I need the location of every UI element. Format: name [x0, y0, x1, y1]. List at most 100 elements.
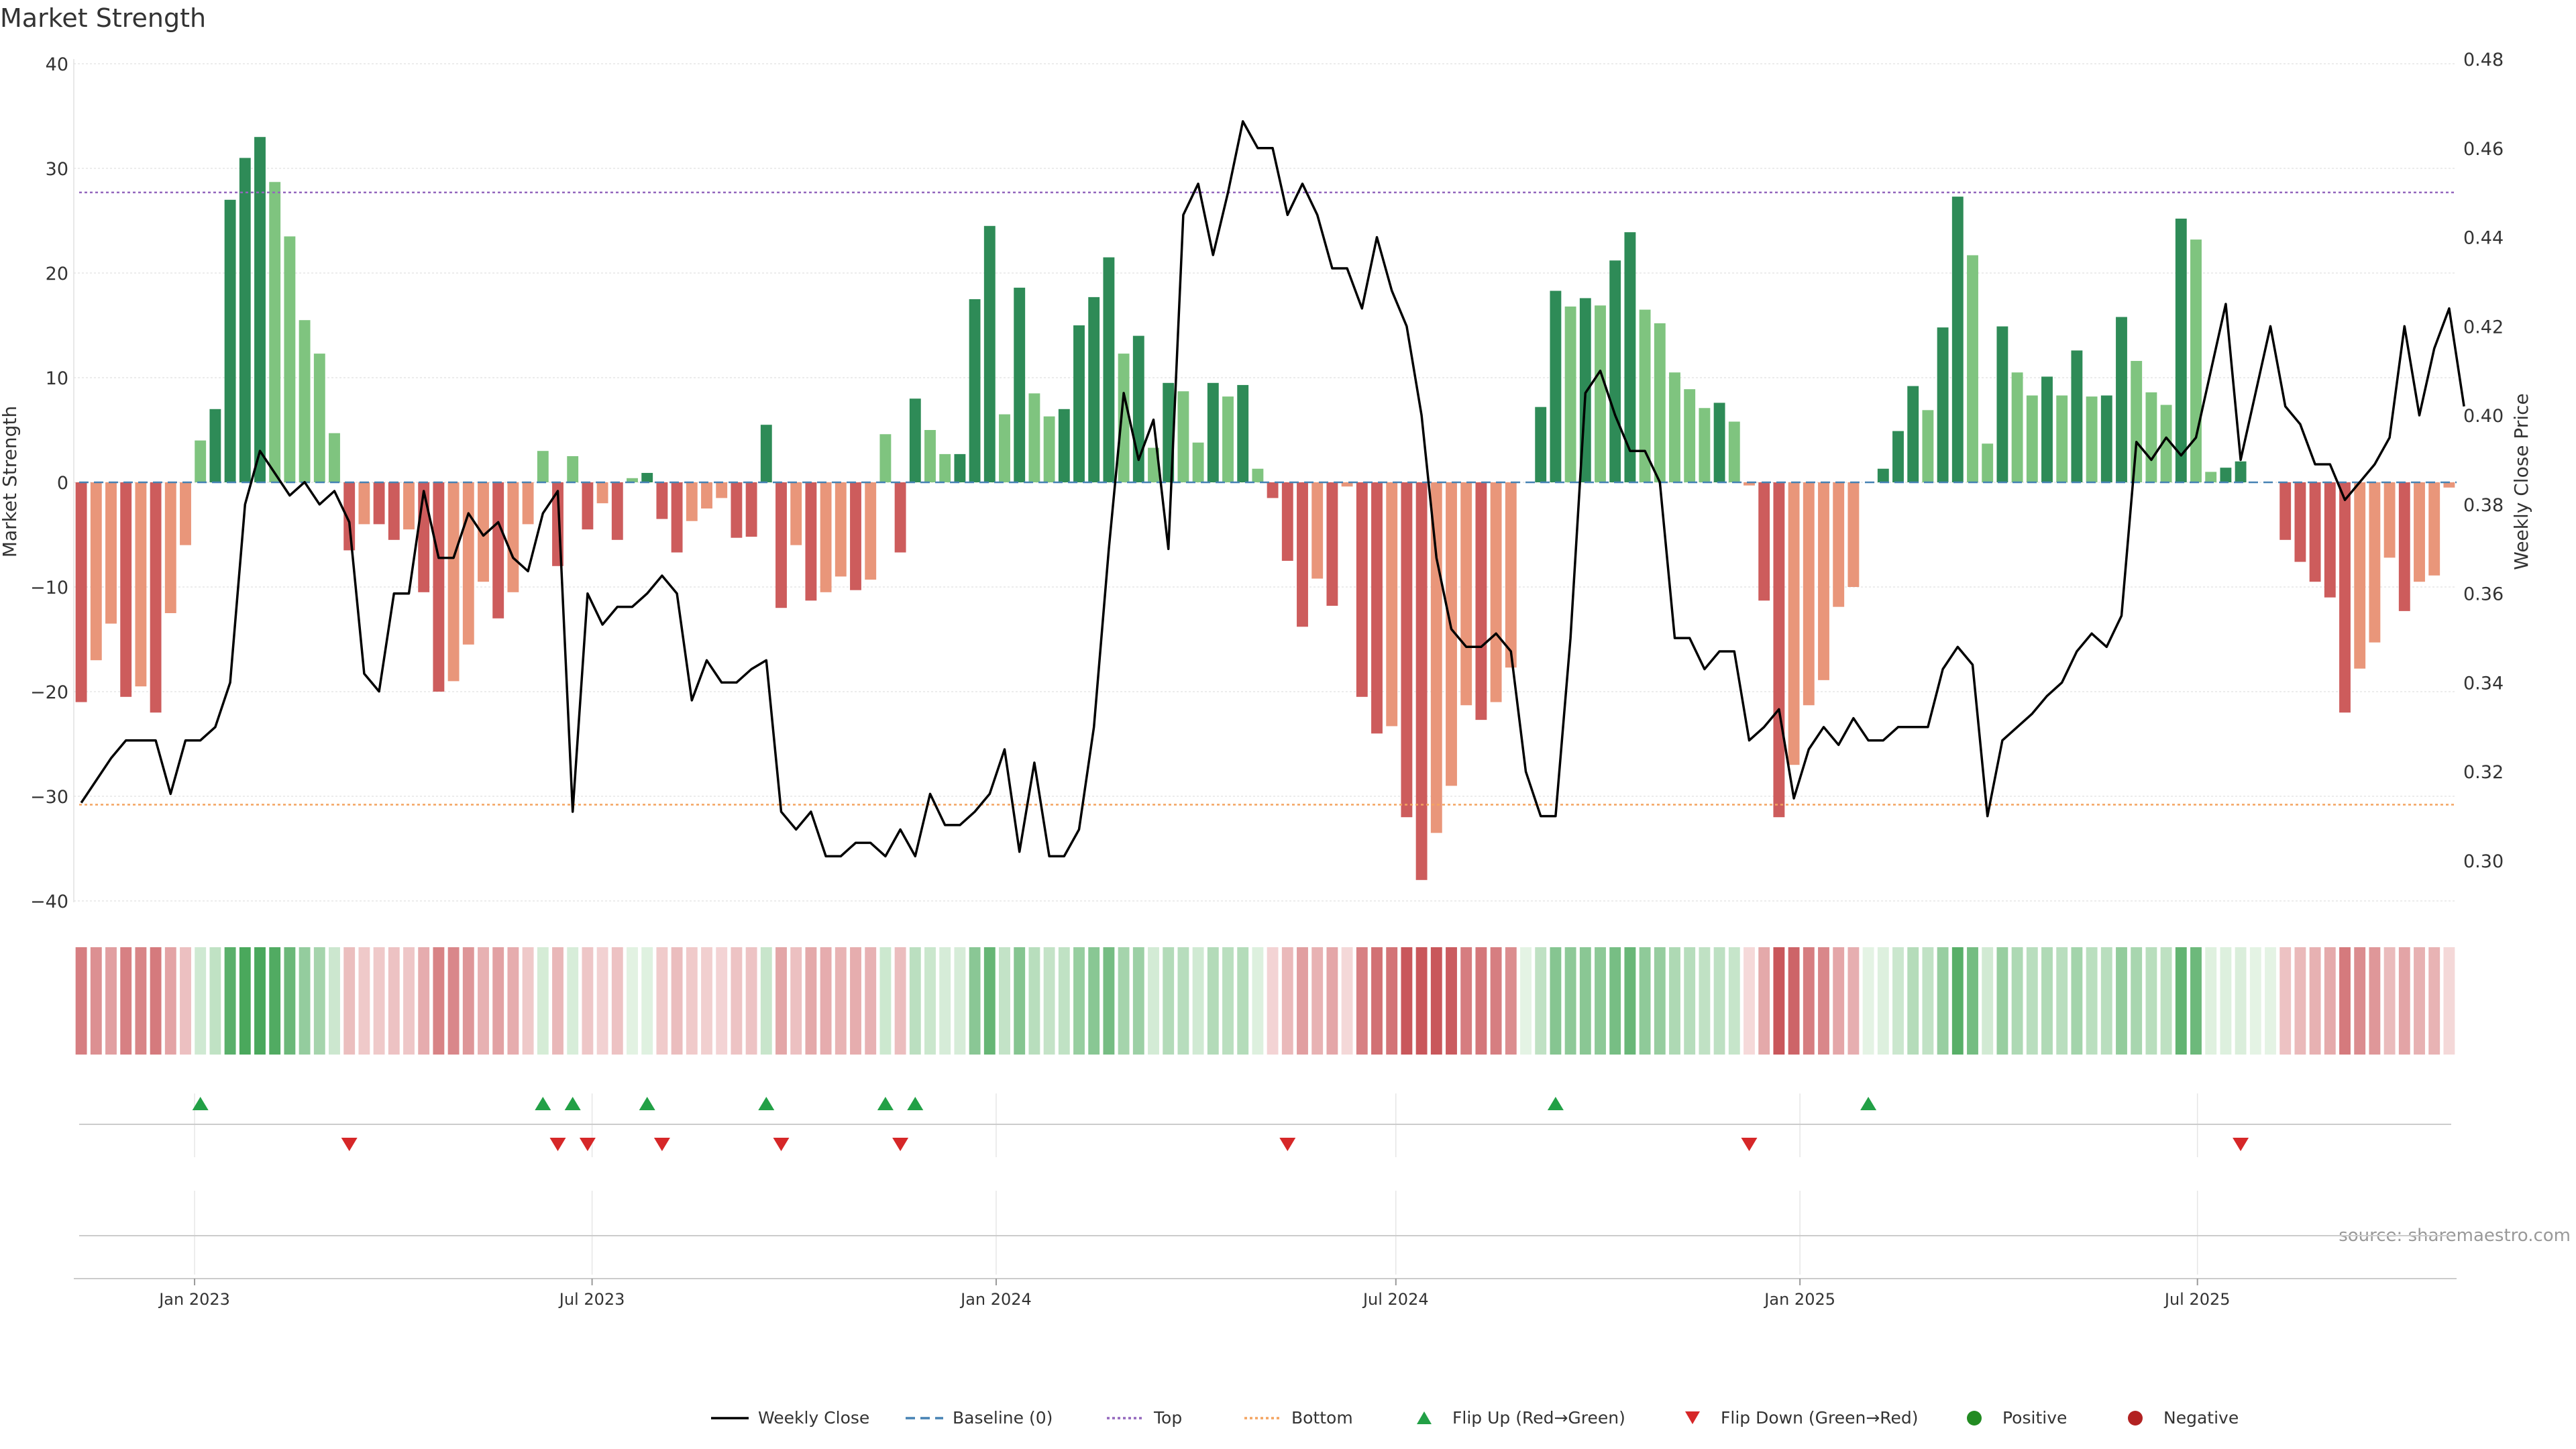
heat-cell — [105, 947, 117, 1055]
heat-cell — [2443, 947, 2455, 1055]
strength-bar — [954, 453, 966, 482]
heat-cell — [2383, 947, 2396, 1055]
heat-cell — [313, 947, 325, 1055]
strength-bar — [2116, 317, 2127, 482]
strength-bar — [1341, 482, 1353, 487]
heat-cell — [1356, 947, 1368, 1055]
strength-bar — [1967, 255, 1978, 482]
heat-cell — [552, 947, 564, 1055]
flip-down-marker — [341, 1138, 358, 1151]
strength-bar — [2369, 482, 2381, 643]
flip-up-marker — [192, 1097, 209, 1110]
heat-cell — [1028, 947, 1040, 1055]
heat-cell — [790, 947, 802, 1055]
y-tick-label: −10 — [30, 578, 68, 598]
strength-bar — [1669, 372, 1680, 482]
heat-cell — [1922, 947, 1934, 1055]
heat-cell — [1460, 947, 1472, 1055]
heat-cell — [2056, 947, 2068, 1055]
chart-title: Market Strength — [0, 3, 206, 33]
strength-bar — [1028, 393, 1040, 482]
strength-bar — [999, 414, 1010, 482]
strength-bar — [701, 482, 712, 508]
strength-bar — [1818, 482, 1829, 680]
strength-bar — [1847, 482, 1860, 587]
strength-bar — [656, 482, 668, 519]
heat-cell — [1550, 947, 1562, 1055]
heat-cell — [507, 947, 519, 1055]
legend: Weekly Close Baseline (0) Top Bottom Flip Up… — [711, 1408, 2239, 1428]
heat-cell — [2071, 947, 2083, 1055]
flip-down-marker — [2233, 1138, 2249, 1151]
heat-cell — [1281, 947, 1293, 1055]
heat-cell — [760, 947, 772, 1055]
heat-cell — [1341, 947, 1353, 1055]
heat-cell — [478, 947, 489, 1055]
heat-cell — [1014, 947, 1026, 1055]
heat-cell — [983, 947, 996, 1055]
heat-cell — [1148, 947, 1159, 1055]
heat-cell — [75, 947, 87, 1055]
heat-cell — [1326, 947, 1338, 1055]
heat-cell — [1297, 947, 1308, 1055]
strength-bar — [1088, 297, 1100, 482]
strength-bar — [611, 482, 623, 540]
strength-bar — [1446, 482, 1457, 786]
legend-item: Flip Down (Green→Red) — [1685, 1408, 1919, 1428]
flip-up-marker — [877, 1097, 894, 1110]
heat-cell — [1177, 947, 1189, 1055]
strength-bar — [522, 482, 534, 525]
strength-bar — [2160, 405, 2172, 482]
heat-cell — [1237, 947, 1249, 1055]
heat-cell — [284, 947, 296, 1055]
strength-bar — [2414, 482, 2425, 582]
strength-bar — [1043, 416, 1055, 482]
x-tick-label: Jul 2023 — [558, 1290, 625, 1309]
strength-bar — [2443, 482, 2455, 488]
heat-cell — [135, 947, 147, 1055]
heat-cell — [358, 947, 370, 1055]
strength-bar — [894, 482, 906, 553]
heat-cell — [954, 947, 966, 1055]
y-ticks: −40 −30 −20 −10 0 10 20 30 40 — [30, 54, 68, 912]
heat-cell — [1490, 947, 1502, 1055]
strength-bar — [2309, 482, 2321, 582]
y2-tick-label: 0.46 — [2463, 139, 2504, 160]
strength-bar — [731, 482, 743, 538]
strength-bar — [686, 482, 698, 521]
strength-bar — [2175, 218, 2187, 482]
heat-cell — [150, 947, 162, 1055]
heat-cell — [1252, 947, 1264, 1055]
y2-tick-label: 0.30 — [2463, 851, 2504, 872]
strength-bar — [2145, 392, 2157, 482]
y2-tick-label: 0.44 — [2463, 228, 2504, 249]
strength-bar — [671, 482, 683, 553]
strength-bar — [879, 434, 892, 482]
heat-cell — [1847, 947, 1860, 1055]
strength-bar — [2294, 482, 2306, 562]
strength-bar — [582, 482, 594, 530]
heat-cell — [433, 947, 445, 1055]
strength-bar — [1267, 482, 1279, 498]
strength-bar — [850, 482, 861, 590]
heat-cell — [1982, 947, 1994, 1055]
heat-cell — [1564, 947, 1576, 1055]
y2-tick-label: 0.42 — [2463, 317, 2504, 337]
strength-bar — [1951, 197, 1964, 482]
y2-tick-label: 0.36 — [2463, 584, 2504, 605]
heat-cell — [835, 947, 847, 1055]
heat-cell — [2086, 947, 2098, 1055]
heat-cell — [522, 947, 534, 1055]
heat-cell — [299, 947, 311, 1055]
strength-bar — [909, 398, 921, 482]
strength-bar — [1356, 482, 1368, 697]
heat-cell — [2324, 947, 2336, 1055]
y-axis-label: Market Strength — [0, 406, 21, 557]
heat-cell — [656, 947, 668, 1055]
legend-swatch — [1685, 1411, 1700, 1424]
heat-cell — [1103, 947, 1115, 1055]
heat-cell — [2249, 947, 2261, 1055]
strength-bar — [135, 482, 147, 687]
heat-cell — [686, 947, 698, 1055]
legend-label: Top — [1153, 1408, 1182, 1428]
